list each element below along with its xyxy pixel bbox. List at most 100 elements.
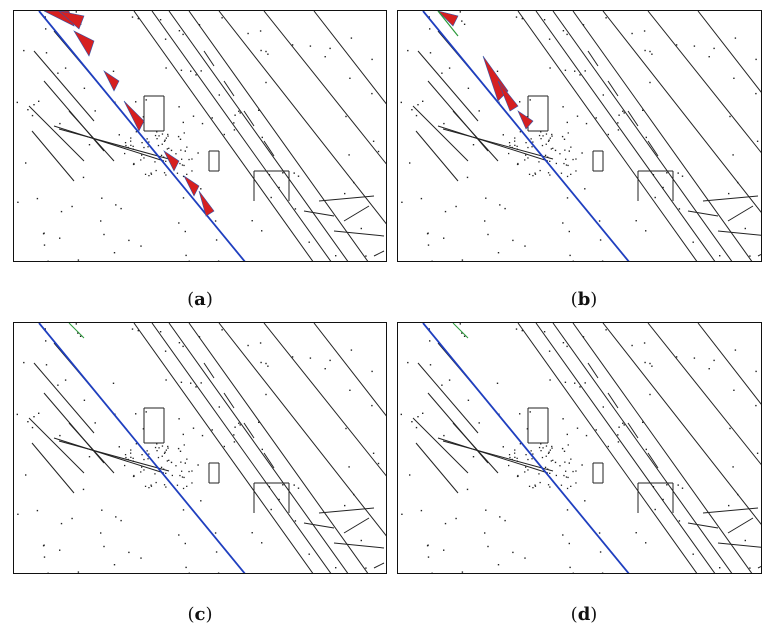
edge-speck <box>539 481 541 484</box>
edge-speck <box>186 458 188 460</box>
edge-speck <box>708 368 710 370</box>
edge-speck <box>291 356 294 358</box>
edge-speck <box>545 455 547 457</box>
edge-speck <box>517 475 519 477</box>
edge-segment <box>151 323 332 573</box>
edge-speck <box>349 77 351 79</box>
edge-speck <box>595 117 597 119</box>
edge-speck <box>33 104 35 106</box>
edge-speck <box>461 571 464 573</box>
edge-segment <box>168 323 349 573</box>
edge-segment <box>572 323 753 573</box>
edge-segment <box>31 130 75 182</box>
edge-segment <box>517 11 698 261</box>
edge-speck <box>642 109 644 111</box>
edge-speck <box>234 114 236 116</box>
edge-speck <box>692 553 694 555</box>
edge-speck <box>407 361 409 364</box>
edge-speck <box>360 539 362 542</box>
edge-speck <box>635 532 637 534</box>
edge-speck <box>605 17 607 19</box>
edge-segment <box>343 517 370 534</box>
edge-speck <box>444 522 447 525</box>
edge-speck <box>554 461 557 464</box>
accent-line <box>68 323 85 339</box>
edge-speck <box>130 452 132 454</box>
edge-speck <box>525 466 527 468</box>
edge-speck <box>145 99 147 101</box>
edge-speck <box>548 139 550 141</box>
edge-speck <box>16 413 18 416</box>
edge-speck <box>585 434 588 437</box>
edge-speck <box>261 542 263 544</box>
edge-speck <box>64 379 67 381</box>
edge-speck <box>36 509 39 512</box>
edge-speck <box>36 197 39 200</box>
edge-speck <box>178 30 181 32</box>
edge-speck <box>128 551 130 554</box>
edge-speck <box>45 364 48 366</box>
edge-speck <box>463 335 466 337</box>
edge-speck <box>141 466 143 468</box>
edge-speck <box>100 532 102 534</box>
edge-speck <box>124 464 126 467</box>
edge-segment <box>373 250 385 257</box>
edge-speck <box>565 158 567 160</box>
edge-speck <box>649 50 651 53</box>
edge-speck <box>579 386 581 388</box>
edge-speck <box>499 516 501 518</box>
edge-speck <box>455 517 457 520</box>
edge-speck <box>455 205 457 208</box>
edge-speck <box>348 466 350 468</box>
edge-segment <box>343 205 370 222</box>
edge-speck <box>602 94 604 96</box>
edge-speck <box>631 344 633 347</box>
edge-speck <box>566 487 569 490</box>
edge-speck <box>179 474 181 477</box>
edge-speck <box>485 509 487 511</box>
edge-segment <box>313 323 386 417</box>
edge-speck <box>183 132 185 134</box>
edge-speck <box>595 429 597 431</box>
edge-speck <box>27 421 29 423</box>
edge-speck <box>146 138 148 140</box>
edge-speck <box>182 121 184 124</box>
edge-speck <box>401 201 403 203</box>
edge-speck <box>431 572 433 573</box>
edge-segment <box>535 323 716 573</box>
edge-speck <box>135 443 137 445</box>
edge-speck <box>165 174 167 176</box>
edge-speck <box>165 472 167 474</box>
edge-segment <box>168 11 349 261</box>
edge-speck <box>150 173 153 175</box>
edge-speck <box>142 428 145 430</box>
residual-patch <box>497 80 519 112</box>
edge-segment <box>552 11 733 261</box>
edge-speck <box>198 24 201 26</box>
edge-speck <box>509 144 511 147</box>
edge-speck <box>514 144 516 146</box>
edge-speck <box>569 254 571 257</box>
edge-speck <box>426 233 429 235</box>
edge-segment <box>53 125 165 162</box>
edge-speck <box>150 485 153 487</box>
edge-speck <box>164 38 167 40</box>
edge-speck <box>261 230 263 232</box>
edge-speck <box>521 17 523 20</box>
edge-speck <box>360 227 362 230</box>
edge-speck <box>233 129 236 131</box>
residual-patch <box>73 30 95 57</box>
edge-speck <box>166 460 168 462</box>
edge-speck <box>598 220 601 222</box>
edge-speck <box>182 175 185 178</box>
edge-speck <box>415 114 418 117</box>
edge-speck <box>183 164 185 167</box>
edge-speck <box>644 49 646 52</box>
edge-speck <box>576 115 579 117</box>
edge-speck <box>179 138 182 140</box>
edge-segment <box>133 11 314 261</box>
edge-speck <box>147 458 149 460</box>
edge-speck <box>666 484 668 486</box>
edge-segment <box>263 140 275 157</box>
edge-speck <box>514 140 516 142</box>
